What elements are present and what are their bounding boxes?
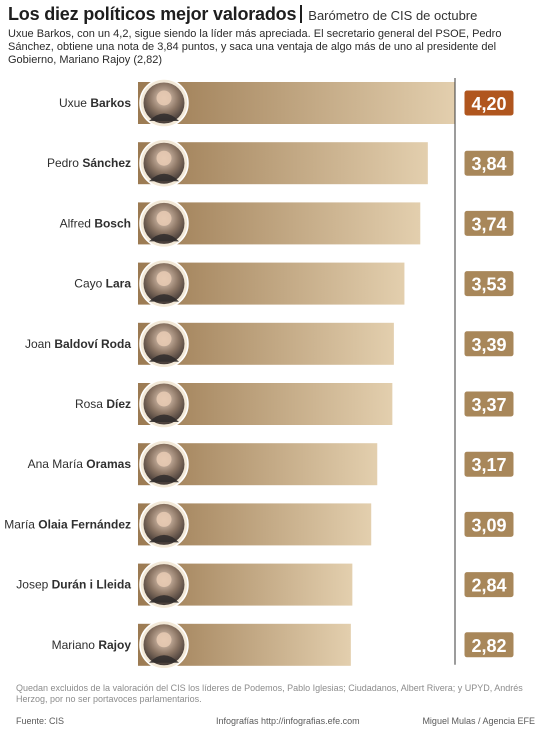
portrait-shoulders-icon bbox=[149, 474, 179, 483]
value-badge bbox=[463, 149, 515, 177]
footnote: Quedan excluidos de la valoración del CI… bbox=[16, 683, 523, 704]
label-first-name: Cayo bbox=[74, 277, 105, 291]
label-last-name: Barkos bbox=[90, 96, 131, 110]
portrait-face-icon bbox=[156, 90, 172, 106]
portrait-face-icon bbox=[156, 150, 172, 166]
bar-label: Pedro Sánchez bbox=[47, 156, 131, 170]
value-badge bbox=[463, 450, 515, 478]
value-badge bbox=[463, 510, 515, 538]
label-first-name: Mariano bbox=[52, 638, 99, 652]
label-first-name: María bbox=[4, 517, 38, 531]
bar-row: Pedro Sánchez 3,84 bbox=[47, 138, 515, 188]
label-last-name: Rajoy bbox=[98, 638, 131, 652]
label-last-name: Oramas bbox=[86, 457, 131, 471]
bar-label: María Olaia Fernández bbox=[4, 517, 131, 531]
label-first-name: Ana María bbox=[28, 457, 87, 471]
bar-row: María Olaia Fernández 3,09 bbox=[4, 499, 515, 550]
bar-label: Josep Durán i Lleida bbox=[16, 578, 131, 592]
bar-label: Joan Baldoví Roda bbox=[25, 337, 131, 351]
data-label: 4,20 bbox=[471, 94, 506, 114]
value-badge bbox=[463, 209, 515, 237]
data-label: 2,84 bbox=[471, 576, 506, 596]
credit-text: Miguel Mulas / Agencia EFE bbox=[422, 716, 535, 726]
data-label: 3,37 bbox=[471, 395, 506, 415]
portrait-shoulders-icon bbox=[149, 354, 179, 362]
portrait-shoulders-icon bbox=[149, 294, 179, 302]
portrait-face-icon bbox=[156, 572, 172, 588]
label-last-name: Olaia Fernández bbox=[38, 517, 131, 531]
bar-row: Ana María Oramas 3,17 bbox=[28, 439, 515, 489]
website-text: Infografías http://infografias.efe.com bbox=[216, 716, 360, 726]
label-last-name: Lara bbox=[106, 277, 132, 291]
bar-row: Mariano Rajoy 2,82 bbox=[52, 620, 515, 670]
value-badge bbox=[463, 89, 515, 117]
portrait-shoulders-icon bbox=[149, 113, 179, 121]
bar-label: Ana María Oramas bbox=[28, 457, 132, 471]
title-row: Los diez políticos mejor valorados Baróme… bbox=[8, 4, 537, 28]
bar-row: Cayo Lara 3,53 bbox=[74, 258, 515, 309]
portrait-shoulders-icon bbox=[149, 655, 179, 663]
label-last-name: Sánchez bbox=[82, 156, 131, 170]
portrait-shoulders-icon bbox=[149, 414, 179, 422]
portrait-face-icon bbox=[156, 451, 172, 467]
portrait-face-icon bbox=[156, 632, 172, 648]
label-first-name: Pedro bbox=[47, 156, 82, 170]
label-first-name: Rosa bbox=[75, 397, 106, 411]
bar-label: Rosa Díez bbox=[75, 397, 131, 411]
label-last-name: Bosch bbox=[94, 216, 131, 230]
label-first-name: Josep bbox=[16, 578, 51, 592]
value-badge bbox=[463, 571, 515, 599]
chart-subtitle: Barómetro de CIS de octubre bbox=[308, 8, 478, 23]
value-badge bbox=[463, 631, 515, 659]
label-first-name: Alfred bbox=[60, 216, 95, 230]
bar-label: Alfred Bosch bbox=[60, 216, 131, 230]
bar bbox=[138, 82, 455, 124]
data-label: 3,74 bbox=[471, 214, 506, 234]
label-first-name: Uxue bbox=[59, 96, 90, 110]
bar-label: Cayo Lara bbox=[74, 277, 131, 291]
bar-row: Josep Durán i Lleida 2,84 bbox=[16, 559, 515, 610]
title-separator bbox=[300, 5, 303, 23]
bar-row: Joan Baldoví Roda 3,39 bbox=[25, 319, 515, 369]
data-label: 3,53 bbox=[471, 275, 506, 295]
bar-label: Mariano Rajoy bbox=[52, 638, 132, 652]
label-last-name: Díez bbox=[106, 397, 131, 411]
label-first-name: Joan bbox=[25, 337, 54, 351]
data-label: 3,39 bbox=[471, 335, 506, 355]
value-badge bbox=[463, 330, 515, 358]
source-text: Fuente: CIS bbox=[16, 716, 65, 726]
data-label: 2,82 bbox=[471, 636, 506, 656]
bar-label: Uxue Barkos bbox=[59, 96, 131, 110]
chart-title: Los diez políticos mejor valorados bbox=[8, 4, 297, 24]
portrait-face-icon bbox=[156, 210, 172, 226]
intro-text: Uxue Barkos, con un 4,2, sigue siendo la… bbox=[8, 28, 502, 66]
portrait-shoulders-icon bbox=[149, 233, 179, 242]
portrait-face-icon bbox=[156, 271, 172, 287]
data-label: 3,84 bbox=[471, 154, 506, 174]
bar-row: Uxue Barkos 4,20 bbox=[59, 78, 515, 128]
value-badge bbox=[463, 270, 515, 298]
data-label: 3,09 bbox=[471, 515, 506, 535]
bar-row: Rosa Díez 3,37 bbox=[75, 379, 515, 429]
bar-row: Alfred Bosch 3,74 bbox=[60, 198, 515, 249]
label-last-name: Baldoví Roda bbox=[54, 337, 131, 351]
portrait-shoulders-icon bbox=[149, 534, 179, 543]
value-badge bbox=[463, 390, 515, 418]
portrait-face-icon bbox=[156, 391, 172, 407]
data-label: 3,17 bbox=[471, 455, 506, 475]
portrait-shoulders-icon bbox=[149, 173, 179, 182]
portrait-shoulders-icon bbox=[149, 595, 179, 603]
portrait-face-icon bbox=[156, 511, 172, 527]
portrait-face-icon bbox=[156, 331, 172, 347]
label-last-name: Durán i Lleida bbox=[52, 578, 132, 592]
